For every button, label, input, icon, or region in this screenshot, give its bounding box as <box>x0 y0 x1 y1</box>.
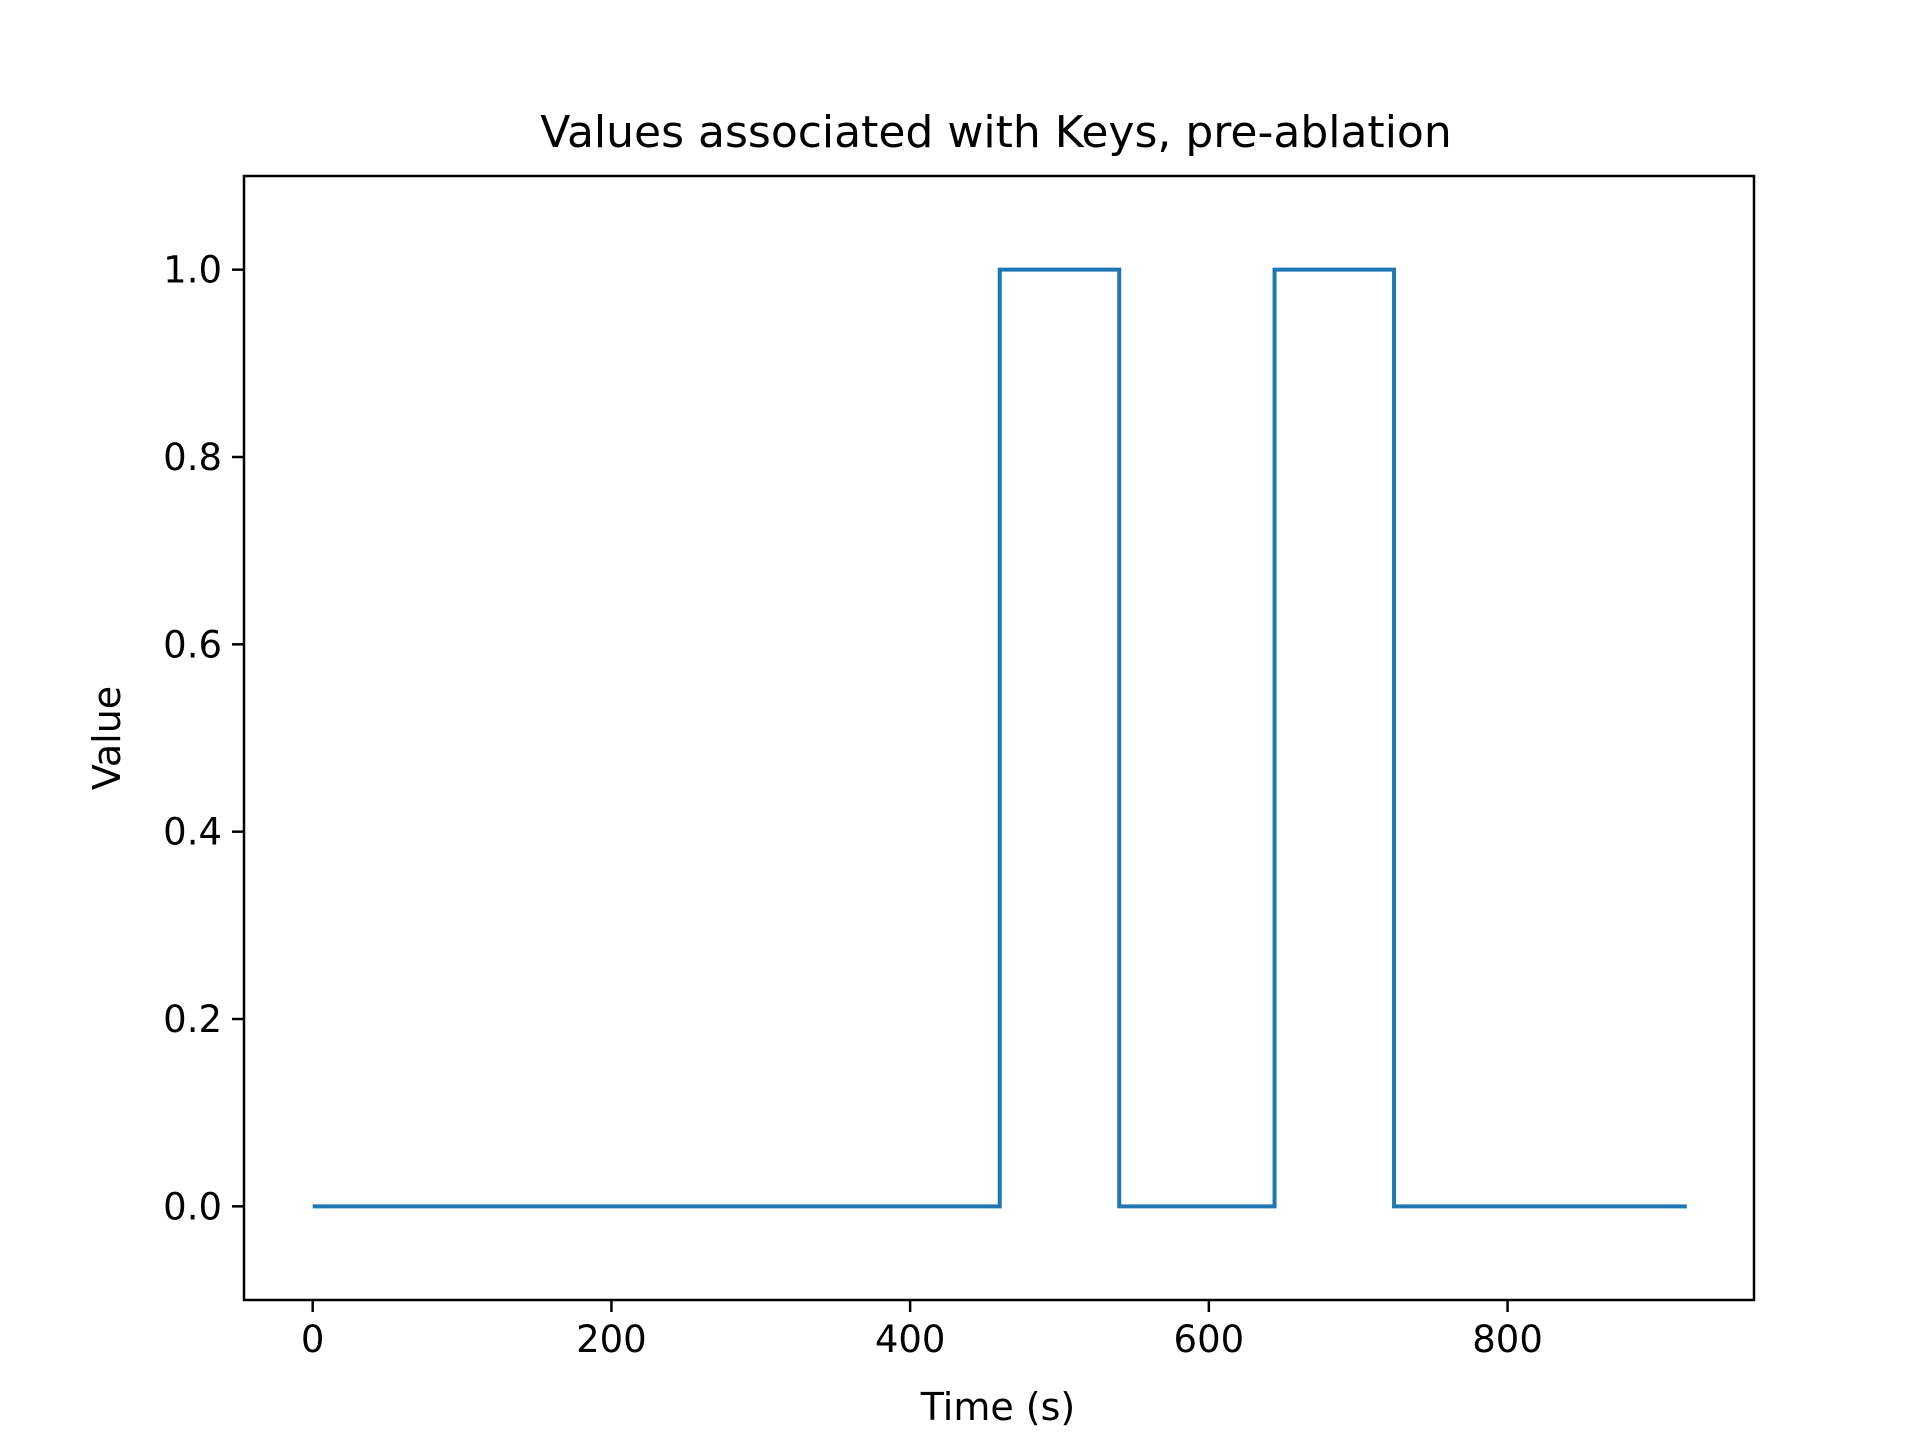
x-axis-label: Time (s) <box>920 1385 1076 1429</box>
y-tick-label: 0.0 <box>163 1185 222 1228</box>
x-tick-label: 200 <box>576 1318 647 1361</box>
plot-area <box>242 174 1756 1302</box>
x-axis: 0 200 400 600 800 <box>301 1300 1543 1361</box>
series-line <box>312 267 1687 1209</box>
x-tick-label: 600 <box>1174 1318 1245 1361</box>
y-tick-label: 0.4 <box>163 811 222 854</box>
y-tick-label: 0.2 <box>163 998 222 1041</box>
x-tick-label: 400 <box>875 1318 946 1361</box>
y-tick-label: 1.0 <box>163 249 222 292</box>
y-axis: 0.0 0.2 0.4 0.6 0.8 1.0 <box>163 249 244 1228</box>
x-tick-label: 800 <box>1472 1318 1543 1361</box>
y-tick-label: 0.6 <box>163 623 222 666</box>
chart-title: Values associated with Keys, pre-ablatio… <box>540 107 1451 158</box>
y-tick-label: 0.8 <box>163 436 222 479</box>
y-axis-label: Value <box>85 686 129 790</box>
x-tick-label: 0 <box>301 1318 325 1361</box>
